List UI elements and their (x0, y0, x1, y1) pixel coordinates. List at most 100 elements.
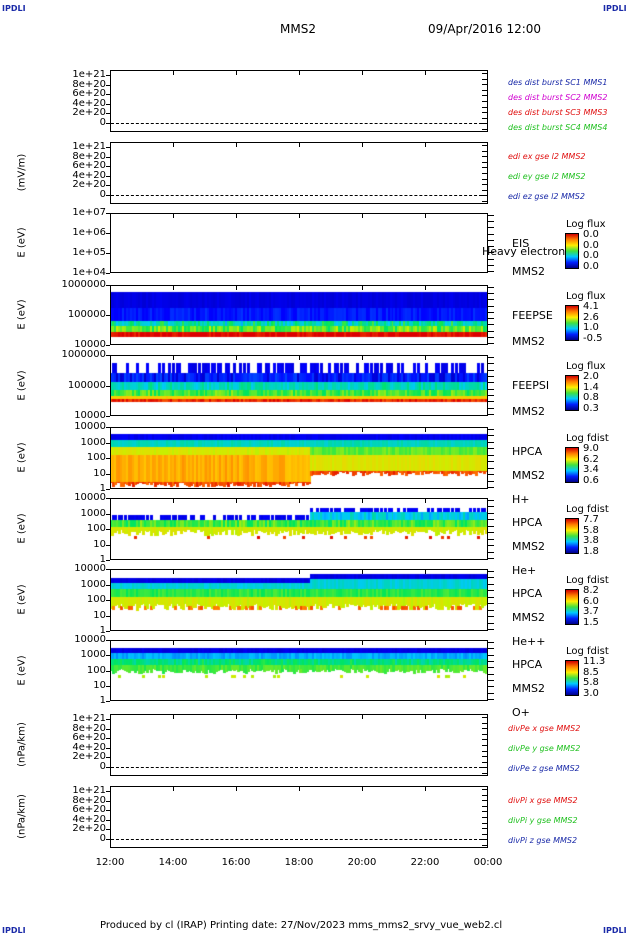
y-tick-label: 100 (86, 664, 106, 676)
y-tick-label: 1e+21 (72, 713, 106, 724)
y-tick-label: 2e+20 (72, 179, 106, 191)
overlay-label: Heavy electron to (482, 245, 580, 258)
y-tick-label: 100 (86, 594, 106, 605)
y-tick-label: 1 (99, 625, 106, 636)
right-tick-mark (488, 558, 494, 559)
y-tick-label: 10000 (74, 492, 106, 503)
y-tick-mark (106, 544, 110, 546)
corner-label-bottom-right: IPDLI (603, 926, 627, 935)
plot-panel-9 (110, 640, 488, 701)
y-tick-mark (106, 427, 110, 428)
right-tick-mark (482, 733, 488, 735)
right-tick-mark (488, 305, 494, 307)
colorbar-value: 3.4 (583, 464, 599, 476)
series-legend-entry: divPi y gse MMS2 (508, 816, 578, 825)
right-tick-mark (488, 330, 494, 332)
y-tick-mark (106, 719, 110, 720)
y-tick-mark (106, 285, 110, 286)
right-tick-mark (488, 343, 494, 344)
right-tick-mark (488, 487, 494, 488)
y-tick-label: 1000 (80, 436, 106, 448)
y-tick-mark (106, 253, 110, 254)
right-tick-mark (488, 680, 494, 681)
colorbar-value: 0.0 (583, 239, 599, 251)
right-tick-mark (482, 722, 488, 724)
right-tick-mark (488, 429, 494, 430)
species-label: He++ (512, 635, 546, 648)
right-tick-mark (488, 293, 494, 295)
colorbar-value: 8.2 (583, 585, 599, 596)
right-tick-mark (482, 201, 488, 202)
x-tick-mark (173, 71, 174, 75)
right-tick-mark (488, 667, 494, 669)
series-legend-entry: des dist burst SC2 MMS2 (508, 93, 608, 102)
x-tick-mark (236, 71, 237, 75)
y-tick-label: 1e+04 (72, 267, 106, 278)
instrument-label: FEEPSE (512, 309, 553, 322)
y-tick-label: 0 (99, 833, 106, 844)
right-tick-mark (488, 519, 494, 521)
x-tick-mark (299, 71, 300, 75)
y-tick-label: 1 (99, 554, 106, 565)
series-legend-entry: des dist burst SC1 MMS1 (508, 78, 608, 87)
x-tick-mark (362, 71, 363, 75)
x-tick-mark (173, 715, 174, 719)
y-tick-mark (106, 103, 110, 105)
y-tick-label: 6e+20 (72, 88, 106, 100)
instrument-label: HPCA (512, 587, 543, 600)
series-legend-entry: divPe z gse MMS2 (508, 764, 580, 773)
right-tick-mark (488, 616, 494, 618)
right-tick-mark (488, 357, 494, 358)
spacecraft-label: MMS2 (512, 611, 545, 624)
right-tick-mark (488, 577, 494, 579)
series-legend-entry: divPe y gse MMS2 (508, 744, 581, 753)
y-tick-label: 1e+21 (72, 141, 106, 152)
zero-line (111, 839, 487, 840)
right-tick-mark (488, 311, 494, 313)
x-tick-mark (425, 71, 426, 75)
right-tick-mark (482, 106, 488, 108)
right-tick-mark (482, 78, 488, 80)
right-tick-mark (482, 73, 488, 74)
right-tick-mark (488, 271, 494, 272)
right-tick-mark (488, 500, 494, 501)
x-tick-mark (173, 143, 174, 147)
right-tick-mark (482, 811, 488, 813)
colorbar-value: 4.1 (583, 301, 599, 312)
colorbar-value: 5.8 (583, 524, 599, 536)
right-tick-mark (482, 822, 488, 824)
datetime-title: 09/Apr/2016 12:00 (428, 22, 542, 36)
species-label: H+ (512, 493, 530, 506)
instrument-label: HPCA (512, 445, 543, 458)
right-tick-mark (488, 474, 494, 476)
colorbar-title: Log flux (566, 361, 606, 372)
right-tick-mark (488, 388, 494, 390)
y-tick-mark (106, 631, 110, 632)
right-tick-mark (488, 239, 494, 241)
spectrogram-image (111, 570, 487, 630)
y-tick-mark (106, 728, 110, 730)
y-tick-mark (106, 233, 110, 234)
y-tick-label: 100000 (67, 379, 106, 391)
right-tick-mark (482, 117, 488, 119)
right-tick-mark (488, 609, 494, 611)
colorbar (565, 660, 579, 696)
y-tick-label: 1e+06 (72, 227, 106, 238)
y-tick-label: 6e+20 (72, 804, 106, 816)
y-tick-label: 1000000 (61, 279, 106, 290)
y-tick-label: 1 (99, 483, 106, 494)
y-tick-mark (106, 213, 110, 214)
x-tick-label: 00:00 (473, 857, 503, 868)
y-tick-mark (106, 819, 110, 821)
right-tick-mark (482, 805, 488, 807)
right-tick-mark (482, 150, 488, 152)
y-tick-mark (106, 569, 110, 570)
right-tick-mark (482, 178, 488, 180)
right-tick-mark (488, 382, 494, 384)
right-tick-mark (488, 395, 494, 396)
y-tick-mark (106, 560, 110, 561)
y-tick-mark (106, 757, 110, 759)
right-tick-mark (488, 480, 494, 482)
plot-panel-4 (110, 285, 488, 345)
y-tick-mark (106, 345, 110, 346)
